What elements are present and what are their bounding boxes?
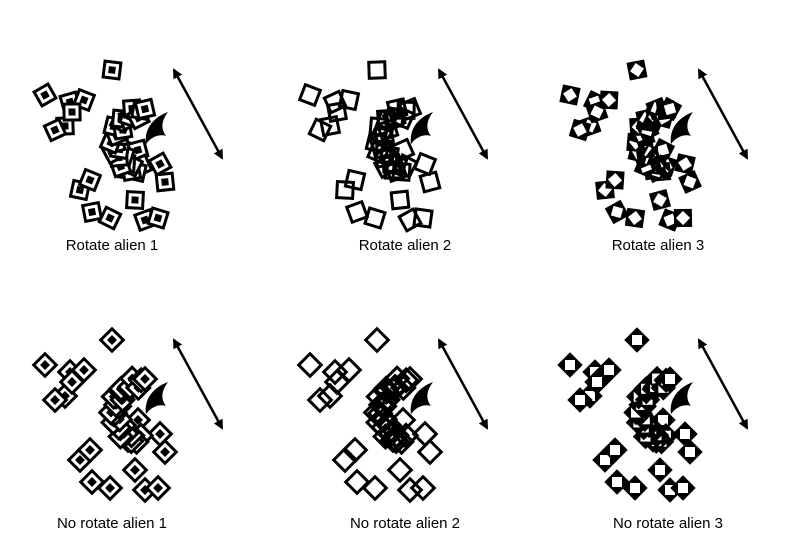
alien-shape: [341, 436, 369, 464]
panel-rotate-alien-2: [297, 60, 489, 233]
fin-marker-icon: [145, 382, 168, 414]
alien-shape: [567, 387, 593, 413]
alien-shape: [367, 60, 387, 80]
alien-shape: [325, 100, 349, 124]
double-arrow-icon: [697, 338, 749, 430]
caption-rotate-alien-1: Rotate alien 1: [66, 237, 159, 254]
alien-shape: [672, 421, 698, 447]
alien-shape: [343, 168, 367, 192]
alien-shape: [678, 170, 702, 194]
fin-marker-icon: [670, 382, 693, 414]
alien-shape: [125, 190, 145, 210]
alien-shape: [602, 437, 628, 463]
alien-shape: [674, 153, 696, 175]
alien-shape: [648, 188, 672, 212]
alien-shape: [622, 475, 648, 501]
alien-shape: [397, 96, 423, 122]
alien-shape: [98, 326, 126, 354]
double-arrow-icon: [172, 68, 224, 160]
fin-marker-icon: [410, 112, 433, 144]
double-arrow-icon: [437, 68, 489, 160]
alien-shape: [390, 105, 416, 131]
alien-shape: [97, 205, 123, 231]
caption-rotate-alien-3: Rotate alien 3: [612, 237, 705, 254]
alien-shape: [386, 456, 414, 484]
panel-rotate-alien-3: [559, 59, 749, 232]
alien-shape: [389, 189, 411, 211]
fin-marker-icon: [410, 382, 433, 414]
alien-shape: [657, 366, 683, 392]
alien-shape: [409, 474, 437, 502]
panel-no-rotate-alien-1: [31, 326, 224, 504]
alien-shape: [131, 365, 159, 393]
alien-shape: [62, 102, 82, 122]
alien-shape: [121, 456, 149, 484]
alien-shape: [624, 327, 650, 353]
alien-shape: [411, 420, 439, 448]
alien-shape: [337, 88, 361, 112]
alien-shape: [363, 326, 391, 354]
alien-shape: [154, 171, 176, 193]
alien-shape: [605, 170, 625, 190]
caption-no-rotate-alien-3: No rotate alien 3: [613, 515, 723, 532]
alien-shape: [396, 365, 424, 393]
alien-shape: [624, 207, 646, 229]
alien-shape: [677, 439, 703, 465]
alien-shape: [585, 100, 609, 124]
alien-shape: [344, 199, 370, 225]
alien-shape: [58, 368, 86, 396]
double-arrow-icon: [172, 338, 224, 430]
alien-shape: [146, 206, 170, 230]
double-arrow-icon: [697, 68, 749, 160]
alien-shape: [144, 474, 172, 502]
alien-shape: [32, 82, 58, 108]
alien-shape: [307, 117, 333, 143]
alien-shape: [96, 474, 124, 502]
alien-shape: [647, 457, 673, 483]
alien-shape: [412, 151, 438, 177]
caption-no-rotate-alien-2: No rotate alien 2: [350, 515, 460, 532]
caption-rotate-alien-2: Rotate alien 2: [359, 237, 452, 254]
alien-shape: [296, 351, 324, 379]
alien-shape: [323, 368, 351, 396]
alien-shape: [397, 207, 423, 233]
alien-shape: [412, 207, 434, 229]
fin-marker-icon: [145, 112, 168, 144]
alien-shape: [31, 351, 59, 379]
panel-no-rotate-alien-2: [296, 326, 489, 504]
alien-shape: [626, 59, 648, 81]
alien-shape: [670, 475, 696, 501]
double-arrow-icon: [437, 338, 489, 430]
alien-shape: [80, 200, 104, 224]
alien-shape: [297, 82, 323, 108]
alien-shape: [101, 59, 123, 81]
alien-shape: [604, 199, 630, 225]
panel-no-rotate-alien-3: [557, 327, 749, 503]
alien-shape: [599, 90, 619, 110]
alien-shape: [306, 386, 334, 414]
alien-shape: [584, 369, 610, 395]
alien-shape: [331, 446, 359, 474]
alien-shape: [557, 352, 583, 378]
alien-shape: [41, 386, 69, 414]
alien-shape: [77, 167, 103, 193]
alien-shape: [559, 84, 581, 106]
alien-shape: [76, 436, 104, 464]
alien-shape: [42, 117, 68, 143]
alien-shape: [392, 366, 420, 394]
caption-no-rotate-alien-1: No rotate alien 1: [57, 515, 167, 532]
alien-shape: [361, 474, 389, 502]
alien-shape: [363, 206, 387, 230]
alien-shape: [568, 118, 592, 142]
alien-shape: [657, 96, 683, 122]
fin-marker-icon: [670, 112, 693, 144]
panel-rotate-alien-1: [32, 59, 224, 233]
alien-shape: [147, 151, 173, 177]
alien-shape: [146, 420, 174, 448]
alien-shape: [673, 208, 693, 228]
alien-shape: [133, 97, 157, 121]
